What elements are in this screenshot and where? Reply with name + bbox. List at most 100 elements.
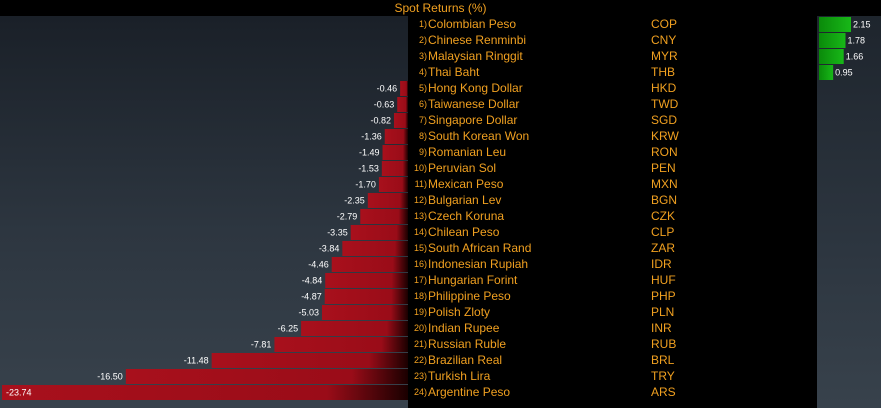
- list-item[interactable]: 1) Colombian Peso COP: [408, 16, 817, 32]
- data-label: 2.15: [853, 20, 871, 30]
- data-label: -1.36: [361, 132, 382, 142]
- list-item[interactable]: 4) Thai Baht THB: [408, 64, 817, 80]
- list-item[interactable]: 11) Mexican Peso MXN: [408, 176, 817, 192]
- data-label: 1.78: [847, 36, 865, 46]
- list-item[interactable]: 15) South African Rand ZAR: [408, 240, 817, 256]
- bar: [393, 113, 408, 128]
- bar: [382, 145, 408, 160]
- currency-code: THB: [651, 65, 675, 79]
- rank-number: 11): [414, 179, 427, 189]
- data-label: -1.53: [358, 164, 379, 174]
- bar: [381, 161, 408, 176]
- data-label: -1.49: [359, 148, 380, 158]
- rank-number: 21): [413, 339, 427, 349]
- currency-name: Malaysian Ringgit: [428, 49, 523, 63]
- currency-name: Turkish Lira: [428, 369, 491, 383]
- rank-number: 5): [418, 83, 427, 93]
- list-item[interactable]: 10) Peruvian Sol PEN: [408, 160, 817, 176]
- bar: [819, 65, 834, 80]
- data-label: -23.74: [6, 388, 32, 398]
- list-item[interactable]: 7) Singapore Dollar SGD: [408, 112, 817, 128]
- currency-code: HKD: [651, 81, 677, 95]
- bar: [2, 385, 408, 400]
- currency-name: Singapore Dollar: [428, 113, 518, 127]
- bar: [321, 305, 408, 320]
- data-label: 0.95: [835, 68, 853, 78]
- currency-code: ZAR: [651, 241, 675, 255]
- data-label: -16.50: [97, 372, 123, 382]
- currency-code: BRL: [651, 353, 675, 367]
- bar: [324, 289, 408, 304]
- list-item[interactable]: 5) Hong Kong Dollar HKD: [408, 80, 817, 96]
- currency-code: CZK: [651, 209, 675, 223]
- list-item[interactable]: 23) Turkish Lira TRY: [408, 368, 817, 384]
- data-label: -1.70: [355, 180, 376, 190]
- list-item[interactable]: 2) Chinese Renminbi CNY: [408, 32, 817, 48]
- bar: [378, 177, 408, 192]
- list-item[interactable]: 24) Argentine Peso ARS: [408, 384, 817, 400]
- rank-number: 12): [413, 195, 427, 205]
- list-item[interactable]: 22) Brazilian Real BRL: [408, 352, 817, 368]
- data-label: 1.66: [846, 52, 864, 62]
- list-item[interactable]: 9) Romanian Leu RON: [408, 144, 817, 160]
- currency-code: IDR: [651, 257, 672, 271]
- currency-code: RUB: [651, 337, 677, 351]
- list-item[interactable]: 12) Bulgarian Lev BGN: [408, 192, 817, 208]
- list-item[interactable]: 20) Indian Rupee INR: [408, 320, 817, 336]
- list-item[interactable]: 16) Indonesian Rupiah IDR: [408, 256, 817, 272]
- currency-name: Peruvian Sol: [428, 161, 497, 175]
- currency-name: Romanian Leu: [428, 145, 507, 159]
- bar: [819, 33, 846, 48]
- rank-number: 17): [413, 275, 427, 285]
- rank-number: 13): [413, 211, 427, 221]
- bar: [360, 209, 408, 224]
- currency-name: Brazilian Real: [428, 353, 503, 367]
- currency-code: SGD: [651, 113, 678, 127]
- currency-code: ARS: [651, 385, 676, 399]
- bar: [125, 369, 409, 384]
- data-label: -2.35: [344, 196, 365, 206]
- currency-name: Hungarian Forint: [428, 273, 518, 287]
- data-label: -5.03: [298, 308, 319, 318]
- currency-name: Czech Koruna: [428, 209, 505, 223]
- rank-number: 19): [413, 307, 427, 317]
- bar: [384, 129, 408, 144]
- rank-number: 23): [413, 371, 427, 381]
- list-item[interactable]: 21) Russian Ruble RUB: [408, 336, 817, 352]
- bar: [397, 97, 408, 112]
- data-label: -0.82: [370, 116, 391, 126]
- rank-number: 20): [413, 323, 427, 333]
- bar: [819, 17, 851, 32]
- bar: [350, 225, 408, 240]
- data-label: -3.84: [319, 244, 340, 254]
- list-item[interactable]: 17) Hungarian Forint HUF: [408, 272, 817, 288]
- currency-code: TWD: [651, 97, 679, 111]
- rank-number: 3): [418, 51, 427, 61]
- currency-code: COP: [651, 17, 678, 31]
- data-label: -7.81: [251, 340, 272, 350]
- list-item[interactable]: 3) Malaysian Ringgit MYR: [408, 48, 817, 64]
- currency-code: PHP: [651, 289, 676, 303]
- list-item[interactable]: 6) Taiwanese Dollar TWD: [408, 96, 817, 112]
- list-item[interactable]: 14) Chilean Peso CLP: [408, 224, 817, 240]
- rank-number: 6): [418, 99, 427, 109]
- list-item[interactable]: 13) Czech Koruna CZK: [408, 208, 817, 224]
- currency-name: South Korean Won: [428, 129, 530, 143]
- list-item[interactable]: 18) Philippine Peso PHP: [408, 288, 817, 304]
- bar: [274, 337, 408, 352]
- list-item[interactable]: 19) Polish Zloty PLN: [408, 304, 817, 320]
- bar: [342, 241, 408, 256]
- currency-name: Argentine Peso: [428, 385, 511, 399]
- currency-code: INR: [651, 321, 672, 335]
- rank-number: 16): [413, 259, 427, 269]
- currency-code: MXN: [651, 177, 678, 191]
- currency-code: CNY: [651, 33, 677, 47]
- list-item[interactable]: 8) South Korean Won KRW: [408, 128, 817, 144]
- bar: [325, 273, 408, 288]
- currency-name: Polish Zloty: [428, 305, 491, 319]
- data-label: -0.63: [374, 100, 395, 110]
- rank-number: 14): [413, 227, 427, 237]
- rank-number: 10): [413, 163, 427, 173]
- currency-code: RON: [651, 145, 678, 159]
